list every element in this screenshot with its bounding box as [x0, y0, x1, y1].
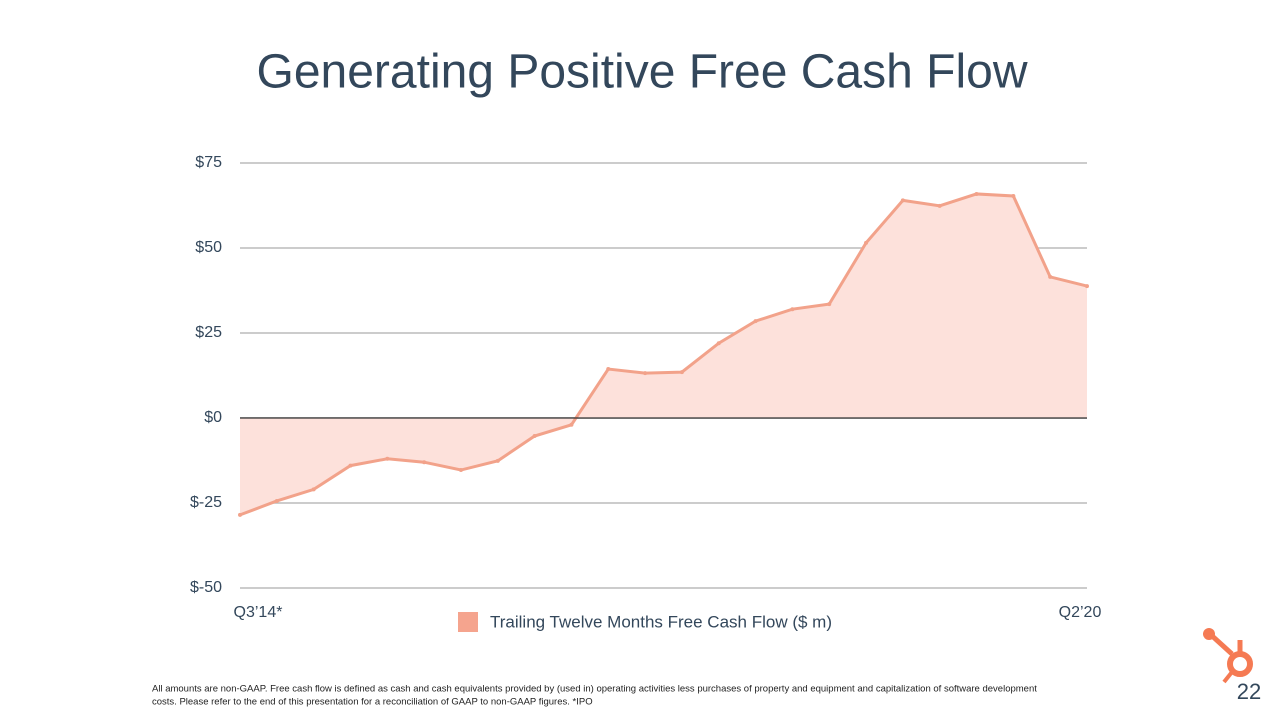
y-tick-label: $-50 — [190, 579, 222, 596]
point — [532, 434, 537, 439]
point — [385, 456, 390, 461]
footnote: costs. Please refer to the end of this p… — [152, 697, 593, 708]
point — [716, 341, 721, 346]
logo — [1203, 628, 1253, 684]
y-tick-label: $-25 — [190, 494, 222, 511]
point — [864, 240, 869, 245]
point — [274, 498, 279, 503]
area-line — [239, 192, 1088, 517]
legend-swatch — [458, 612, 478, 632]
point — [422, 460, 427, 465]
point — [238, 512, 242, 517]
point — [569, 422, 574, 427]
y-tick-label: $0 — [204, 409, 222, 426]
point — [1048, 274, 1053, 279]
area-fill — [240, 193, 1087, 515]
point — [790, 307, 795, 312]
y-tick-label: $50 — [195, 239, 222, 256]
point — [974, 191, 979, 196]
point — [827, 302, 832, 307]
point — [311, 487, 316, 492]
y-tick-label: $75 — [195, 154, 222, 171]
x-tick-label: Q3’14* — [234, 604, 283, 621]
x-tick-label: Q2’20 — [1059, 604, 1102, 621]
point — [937, 203, 942, 208]
point — [679, 370, 684, 375]
point — [495, 458, 500, 463]
point — [458, 468, 463, 473]
point — [1011, 193, 1016, 198]
legend-label: Trailing Twelve Months Free Cash Flow ($… — [490, 612, 832, 631]
point — [1085, 284, 1089, 289]
chart-title: Generating Positive Free Cash Flow — [257, 46, 1028, 99]
footnote: All amounts are non-GAAP. Free cash flow… — [152, 684, 1037, 695]
point — [348, 463, 353, 468]
point — [643, 371, 648, 376]
point — [606, 367, 611, 372]
point — [753, 319, 758, 324]
page-number: 22 — [1237, 679, 1261, 704]
y-tick-label: $25 — [195, 324, 222, 341]
point — [900, 198, 905, 203]
